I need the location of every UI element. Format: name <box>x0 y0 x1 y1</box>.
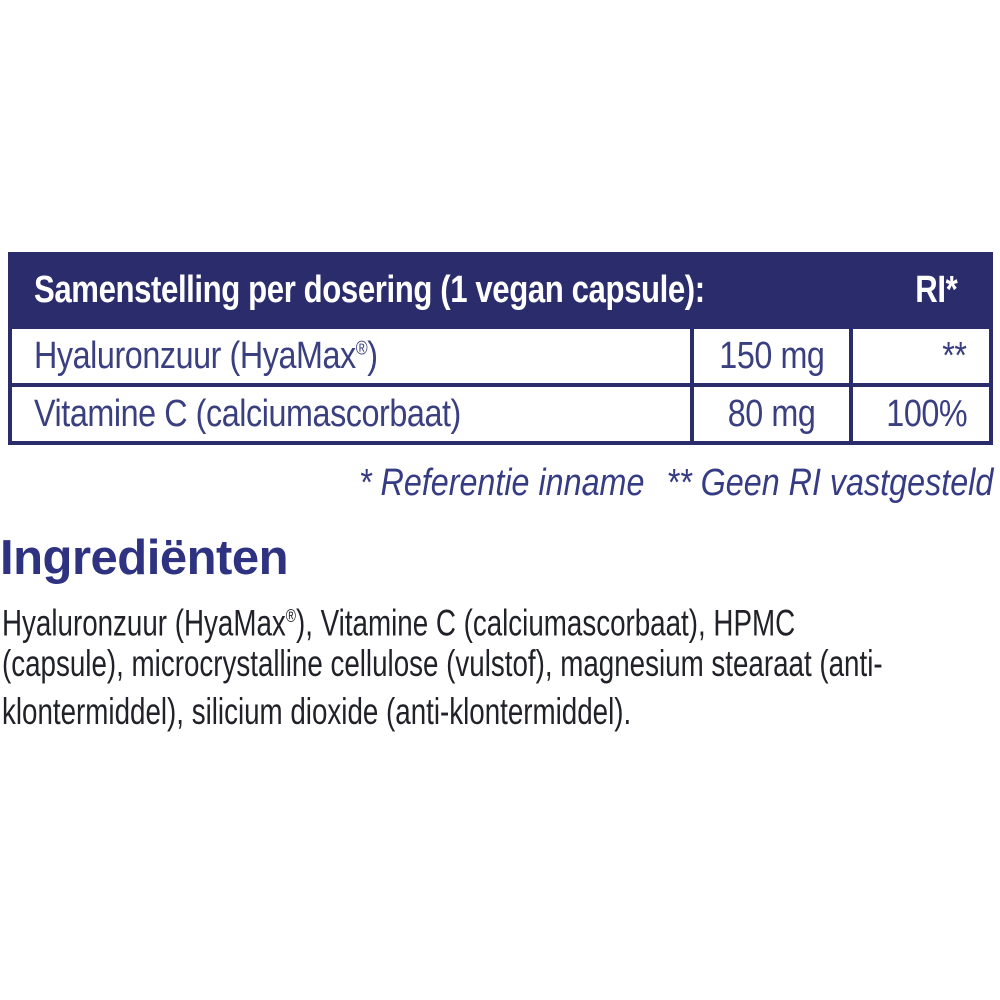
reference-intake-cell: ** <box>849 329 989 383</box>
ingredients-heading: Ingrediënten <box>0 531 289 585</box>
amount-value: 80 mg <box>727 392 816 435</box>
footnote-reference-intake: * Referentie inname <box>358 462 645 504</box>
reference-intake-value: ** <box>942 334 968 377</box>
ingredients-line: (capsule), microcrystalline cellulose (v… <box>2 640 1000 688</box>
reference-intake-column-header: RI* <box>914 269 957 311</box>
ingredient-name-cell: Hyaluronzuur (HyaMax®) <box>12 329 690 383</box>
ingredient-name-cell: Vitamine C (calciumascorbaat) <box>12 387 690 441</box>
table-row: Hyaluronzuur (HyaMax®) 150 mg ** <box>12 325 989 383</box>
composition-table-header: Samenstelling per dosering (1 vegan caps… <box>12 256 989 325</box>
reference-intake-value: 100% <box>886 392 967 435</box>
footnote-text: * Referentie inname ** Geen RI vastgestel… <box>359 460 993 506</box>
ingredients-line-text: klontermiddel), silicium dioxide (anti-k… <box>2 691 632 732</box>
ingredients-line: klontermiddel), silicium dioxide (anti-k… <box>2 688 1000 736</box>
ingredient-name: Hyaluronzuur (HyaMax®) <box>34 334 378 377</box>
composition-table: Samenstelling per dosering (1 vegan caps… <box>8 252 993 445</box>
ingredients-line-text: (capsule), microcrystalline cellulose (v… <box>2 643 883 684</box>
table-footnote: * Referentie inname ** Geen RI vastgestel… <box>0 460 993 506</box>
table-row: Vitamine C (calciumascorbaat) 80 mg 100% <box>12 383 989 441</box>
footnote-no-ri: ** Geen RI vastgesteld <box>666 462 993 504</box>
registered-trademark-symbol: ® <box>355 337 368 359</box>
ingredient-name: Vitamine C (calciumascorbaat) <box>34 392 461 435</box>
ingredients-line-text: Hyaluronzuur (HyaMax®), Vitamine C (calc… <box>2 602 796 644</box>
ingredients-line: Hyaluronzuur (HyaMax®), Vitamine C (calc… <box>2 592 1000 643</box>
amount-cell: 80 mg <box>690 387 849 441</box>
ingredients-paragraph: Hyaluronzuur (HyaMax®), Vitamine C (calc… <box>2 592 1000 736</box>
amount-value: 150 mg <box>718 334 825 377</box>
composition-table-title: Samenstelling per dosering (1 vegan caps… <box>34 269 705 311</box>
amount-cell: 150 mg <box>690 329 849 383</box>
registered-trademark-symbol: ® <box>285 605 296 626</box>
reference-intake-cell: 100% <box>849 387 989 441</box>
